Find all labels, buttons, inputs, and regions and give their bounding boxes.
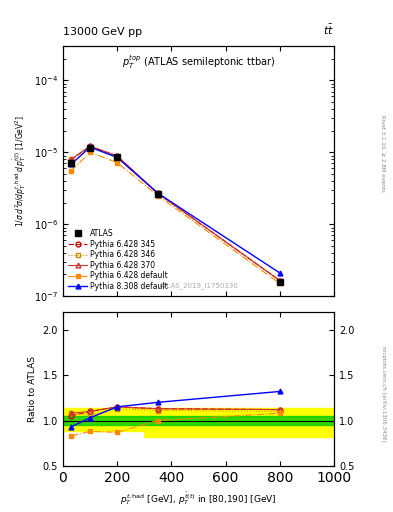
Y-axis label: Ratio to ATLAS: Ratio to ATLAS: [28, 356, 37, 422]
Text: $t\bar{t}$: $t\bar{t}$: [323, 23, 334, 37]
Y-axis label: $1 / \sigma \, d^2\!\sigma / d p_T^{t,\mathrm{had}} \, d \, p_T^{\bar{t}(t)}$ $[: $1 / \sigma \, d^2\!\sigma / d p_T^{t,\m…: [12, 115, 28, 227]
Text: Rivet 3.1.10, ≥ 2.8M events: Rivet 3.1.10, ≥ 2.8M events: [381, 115, 386, 192]
Text: $p_T^{top}$ (ATLAS semileptonic ttbar): $p_T^{top}$ (ATLAS semileptonic ttbar): [122, 54, 275, 71]
Text: 13000 GeV pp: 13000 GeV pp: [63, 27, 142, 37]
Text: ATLAS_2019_I1750330: ATLAS_2019_I1750330: [158, 282, 239, 289]
X-axis label: $p_T^{t,\mathrm{had}}$ [GeV], $p_T^{\bar{t}(t)}$ in [80,190] [GeV]: $p_T^{t,\mathrm{had}}$ [GeV], $p_T^{\bar…: [120, 490, 277, 507]
Legend: ATLAS, Pythia 6.428 345, Pythia 6.428 346, Pythia 6.428 370, Pythia 6.428 defaul: ATLAS, Pythia 6.428 345, Pythia 6.428 34…: [67, 228, 170, 292]
Text: mcplots.cern.ch [arXiv:1306.3436]: mcplots.cern.ch [arXiv:1306.3436]: [381, 347, 386, 442]
